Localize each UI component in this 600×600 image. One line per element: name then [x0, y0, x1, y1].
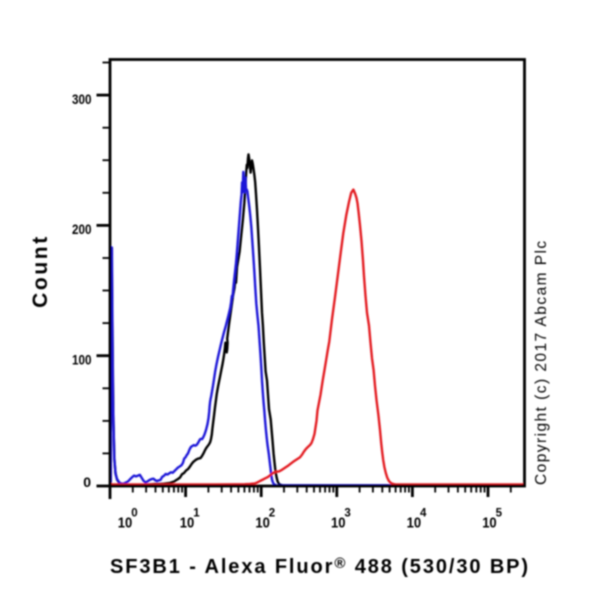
- svg-text:10: 10: [180, 516, 195, 532]
- svg-text:10: 10: [118, 516, 133, 532]
- svg-text:1: 1: [193, 508, 200, 520]
- svg-text:10: 10: [482, 516, 497, 532]
- svg-text:300: 300: [72, 91, 92, 107]
- svg-text:10: 10: [407, 516, 422, 532]
- svg-text:3: 3: [344, 508, 350, 520]
- svg-text:0: 0: [83, 474, 91, 490]
- svg-text:2: 2: [269, 508, 275, 520]
- svg-text:10: 10: [255, 516, 270, 532]
- svg-text:5: 5: [496, 508, 503, 520]
- svg-text:Copyright (c) 2017 Abcam Plc: Copyright (c) 2017 Abcam Plc: [533, 239, 550, 485]
- svg-text:4: 4: [420, 508, 427, 520]
- svg-text:100: 100: [72, 352, 92, 368]
- svg-text:SF3B1 - Alexa Fluor® 488 (530/: SF3B1 - Alexa Fluor® 488 (530/30 BP): [110, 555, 530, 578]
- svg-text:0: 0: [131, 508, 137, 520]
- svg-text:10: 10: [331, 516, 346, 532]
- svg-text:Count: Count: [29, 234, 52, 308]
- svg-text:200: 200: [72, 221, 92, 237]
